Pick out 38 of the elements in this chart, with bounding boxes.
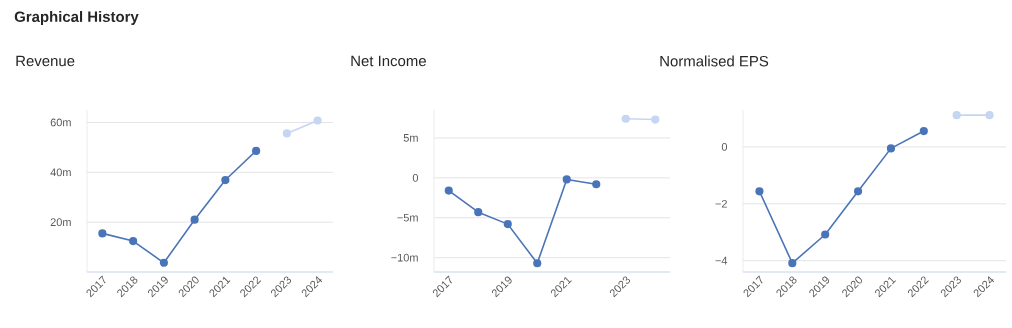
point: [98, 229, 107, 238]
point: [821, 230, 830, 239]
point: [444, 186, 453, 195]
point: [952, 111, 961, 120]
point: [221, 175, 230, 185]
point: [886, 144, 896, 153]
point: [651, 115, 660, 124]
point: [788, 259, 797, 268]
y-tick-label: 20m: [50, 218, 71, 227]
point: [190, 215, 199, 224]
chart-title: Revenue: [16, 55, 75, 67]
y-tick-label: 0: [412, 173, 419, 182]
y-tick-label: −10m: [391, 253, 418, 262]
point: [159, 258, 168, 267]
y-tick-label: 40m: [50, 168, 71, 177]
point: [313, 116, 322, 125]
point: [533, 259, 542, 268]
point: [755, 187, 764, 196]
point: [919, 126, 928, 136]
y-tick-label: 60m: [50, 118, 71, 127]
point: [853, 187, 863, 196]
y-tick-label: 0: [721, 143, 728, 151]
y-tick-label: 5m: [403, 134, 418, 142]
point: [562, 175, 571, 184]
chart-title: Normalised EPS: [660, 55, 769, 67]
point: [252, 146, 261, 155]
point: [592, 180, 601, 189]
y-tick-label: −4: [715, 256, 728, 265]
point: [129, 237, 138, 246]
point: [282, 129, 291, 138]
y-tick-label: −2: [715, 199, 727, 208]
point: [474, 208, 483, 217]
text: Graphical History: [14, 11, 139, 25]
y-tick-label: −5m: [397, 213, 418, 222]
point: [621, 114, 630, 123]
chart-title: Net Income: [351, 55, 426, 67]
point: [503, 220, 512, 229]
point: [985, 111, 994, 120]
